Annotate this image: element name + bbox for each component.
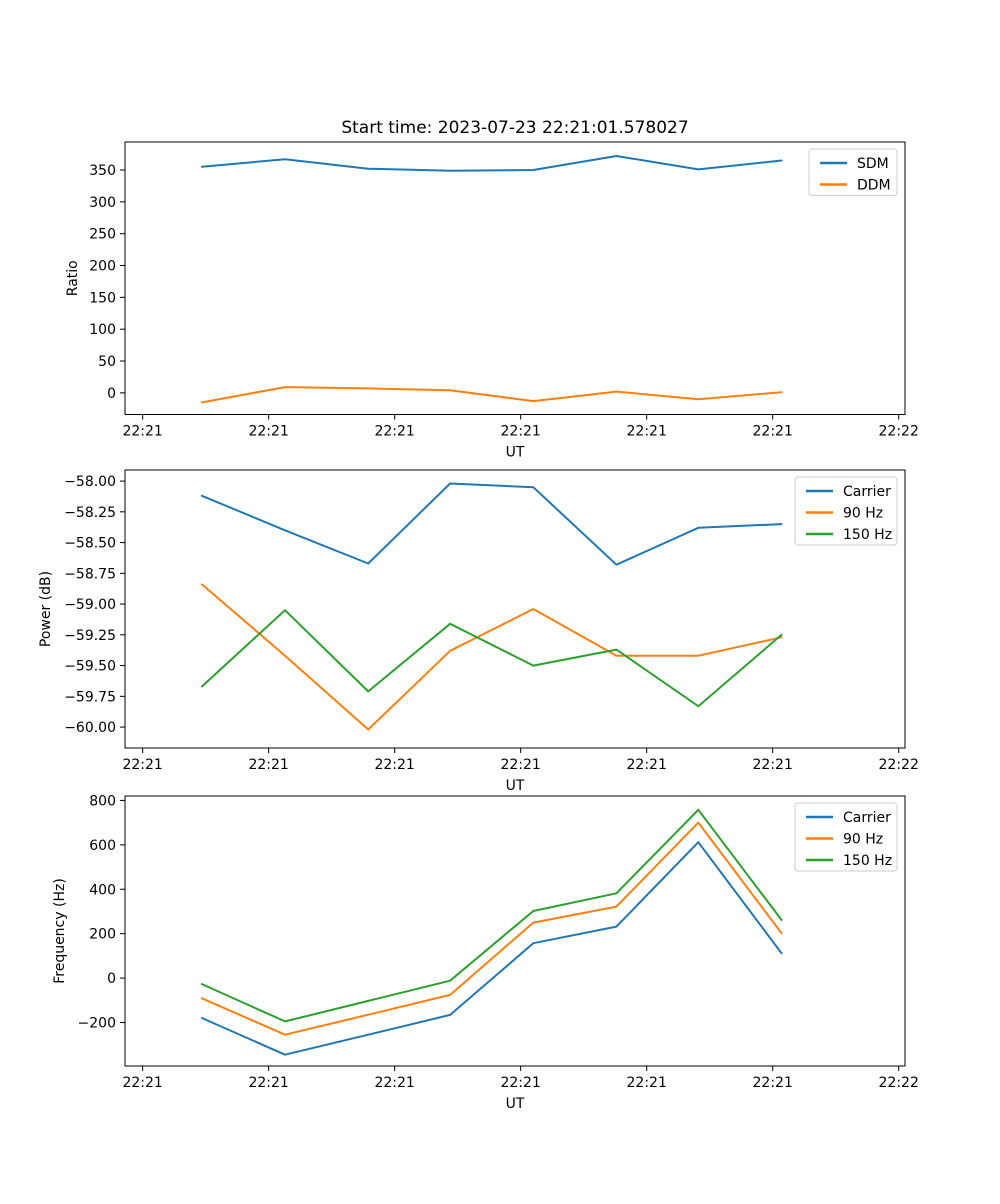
chart-frequency: 22:21 22:21 22:21 22:21 22:21 22:21 22:22 −200 0… — [52, 793, 919, 1112]
legend-item-carrier: Carrier — [806, 810, 891, 826]
x-tick-label: 22:21 — [753, 424, 793, 440]
y-tick-label: −200 — [78, 1015, 116, 1031]
y-tick-label: −58.00 — [64, 474, 116, 490]
y-tick-label: −59.25 — [64, 628, 116, 644]
y-tick-label: 200 — [89, 927, 116, 943]
legend-box — [794, 802, 898, 872]
y-axis-label: Ratio — [65, 260, 81, 296]
y-tick-label: 600 — [89, 838, 116, 854]
x-tick-label: 22:21 — [374, 757, 414, 773]
series-line-carrier — [200, 482, 783, 566]
y-axis-label: Power (dB) — [38, 571, 54, 647]
axes-frame — [124, 469, 906, 749]
x-tick-label: 22:21 — [122, 757, 162, 773]
x-tick-label: 22:21 — [500, 757, 540, 773]
y-tick-label: −59.75 — [64, 689, 116, 705]
x-axis-label: UT — [506, 1096, 525, 1112]
legend-label: Carrier — [843, 810, 891, 826]
legend-label: 150 Hz — [843, 853, 892, 869]
chart-power: 22:21 22:21 22:21 22:21 22:21 22:21 22:22 −60.0… — [38, 469, 919, 794]
axes-frame — [124, 795, 906, 1067]
y-tick-label: −59.50 — [64, 659, 116, 675]
legend-item-sdm: SDM — [820, 156, 889, 172]
y-tick-label: 200 — [89, 259, 116, 275]
series-line-90-hz — [200, 821, 783, 1036]
y-tick-label: 100 — [89, 322, 116, 338]
series-line-150-hz — [200, 808, 783, 1023]
series-line-ddm — [200, 386, 783, 404]
x-axis-label: UT — [506, 445, 525, 461]
x-tick-label: 22:21 — [374, 424, 414, 440]
chart-ratio: 22:21 22:21 22:21 22:21 22:21 22:21 22:22 0 50 10… — [65, 141, 919, 461]
legend-box — [794, 476, 898, 546]
y-axis-label: Frequency (Hz) — [52, 878, 68, 984]
x-tick-label: 22:21 — [753, 757, 793, 773]
legend: Carrier 90 Hz 150 Hz — [794, 802, 898, 872]
legend-item-90-hz: 90 Hz — [806, 832, 883, 848]
x-tick-label: 22:21 — [627, 757, 667, 773]
legend-item-150-hz: 150 Hz — [806, 853, 892, 869]
y-tick-label: −58.25 — [64, 505, 116, 521]
x-tick-label: 22:21 — [627, 424, 667, 440]
x-tick-label: 22:21 — [753, 1075, 793, 1091]
x-tick-label: 22:21 — [500, 1075, 540, 1091]
x-tick-label: 22:21 — [248, 424, 288, 440]
y-tick-label: 400 — [89, 882, 116, 898]
x-tick-label: 22:21 — [248, 757, 288, 773]
y-tick-label: −58.50 — [64, 536, 116, 552]
legend-item-150-hz: 150 Hz — [806, 527, 892, 543]
y-tick-label: 250 — [89, 227, 116, 243]
x-tick-label: 22:22 — [879, 1075, 919, 1091]
legend-item-90-hz: 90 Hz — [806, 506, 883, 522]
legend: SDM DDM — [808, 148, 898, 196]
y-tick-label: 0 — [107, 971, 116, 987]
x-tick-label: 22:21 — [248, 1075, 288, 1091]
legend-label: 90 Hz — [843, 506, 883, 522]
x-tick-label: 22:21 — [500, 424, 540, 440]
y-tick-label: 350 — [89, 163, 116, 179]
series-line-sdm — [200, 155, 783, 172]
legend-label: SDM — [857, 156, 889, 172]
y-tick-label: 150 — [89, 290, 116, 306]
y-tick-label: −59.00 — [64, 597, 116, 613]
legend-label: 90 Hz — [843, 832, 883, 848]
figure-title: Start time: 2023-07-23 22:21:01.578027 — [341, 118, 689, 138]
x-tick-label: 22:22 — [879, 424, 919, 440]
legend-label: 150 Hz — [843, 527, 892, 543]
axes-frame — [124, 141, 906, 415]
legend: Carrier 90 Hz 150 Hz — [794, 476, 898, 546]
x-tick-label: 22:22 — [879, 757, 919, 773]
series-line-carrier — [200, 841, 783, 1056]
legend-label: Carrier — [843, 484, 891, 500]
y-tick-label: −60.00 — [64, 720, 116, 736]
x-tick-label: 22:21 — [122, 424, 162, 440]
y-tick-label: −58.75 — [64, 566, 116, 582]
x-tick-label: 22:21 — [627, 1075, 667, 1091]
x-tick-label: 22:21 — [374, 1075, 414, 1091]
y-tick-label: 800 — [89, 793, 116, 809]
y-tick-label: 0 — [107, 386, 116, 402]
legend-label: DDM — [857, 178, 891, 194]
series-line-150-hz — [200, 609, 783, 708]
legend-item-ddm: DDM — [820, 178, 891, 194]
series-line-90-hz — [200, 583, 783, 731]
legend-item-carrier: Carrier — [806, 484, 891, 500]
x-tick-label: 22:21 — [122, 1075, 162, 1091]
x-axis-label: UT — [506, 778, 525, 794]
y-tick-label: 50 — [98, 354, 116, 370]
y-tick-label: 300 — [89, 195, 116, 211]
